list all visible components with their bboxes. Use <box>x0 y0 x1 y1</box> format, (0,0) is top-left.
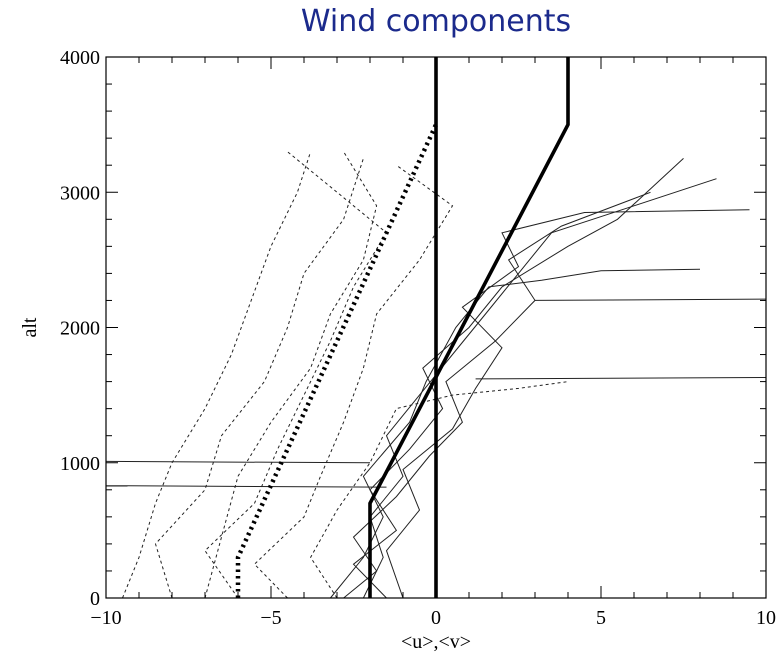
series-line-10 <box>105 485 387 488</box>
series-line-14 <box>204 151 388 599</box>
series-line-15 <box>122 151 312 599</box>
x-tick-label: −10 <box>90 607 121 629</box>
series-line-7 <box>385 209 750 599</box>
y-tick-label: 2000 <box>60 318 100 340</box>
series-line-17 <box>204 151 378 599</box>
series-line-9 <box>105 460 371 464</box>
x-tick-label: 5 <box>596 607 606 629</box>
series-line-2 <box>235 123 439 598</box>
chart-title: Wind components <box>300 4 572 39</box>
series-layer <box>105 57 767 599</box>
series-line-6 <box>343 191 651 599</box>
y-tick-label: 1000 <box>60 453 100 475</box>
x-tick-label: 0 <box>431 607 441 629</box>
x-axis-title: <u>,<v> <box>401 631 471 653</box>
y-tick-label: 4000 <box>60 47 100 69</box>
series-line-5 <box>352 158 684 599</box>
y-tick-label: 0 <box>90 588 100 610</box>
x-tick-label: 10 <box>756 607 776 629</box>
ticks-layer: −10 −5 0 5 10 0 1000 2000 3000 4000 <box>60 47 776 629</box>
series-line-11 <box>475 377 767 380</box>
x-tick-label: −5 <box>260 607 281 629</box>
y-axis-title: alt <box>19 317 41 337</box>
series-line-13 <box>154 158 364 599</box>
series-line-8 <box>330 268 701 599</box>
series-line-12 <box>534 298 767 301</box>
y-tick-label: 3000 <box>60 182 100 204</box>
series-line-1 <box>368 57 570 598</box>
